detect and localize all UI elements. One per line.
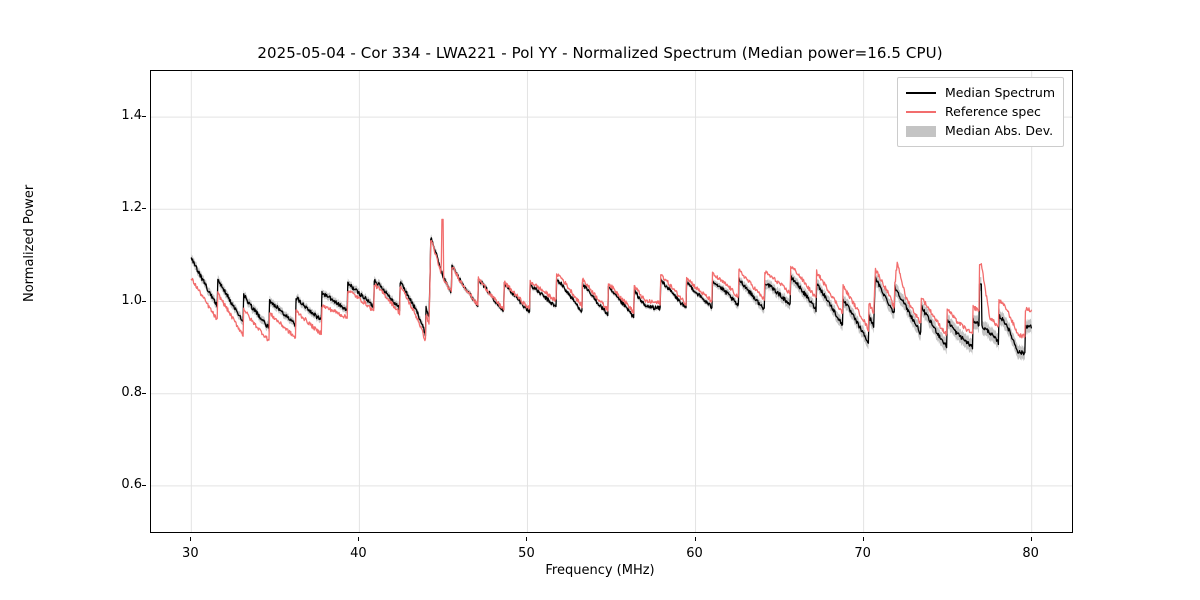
x-tick-mark	[358, 537, 360, 541]
x-tick-mark	[862, 537, 864, 541]
legend-patch-icon	[906, 124, 936, 138]
median-spectrum-line	[190, 237, 1032, 356]
legend-swatch	[906, 110, 936, 113]
legend-swatch	[906, 125, 936, 137]
x-tick-label: 60	[686, 546, 703, 561]
legend-entry[interactable]: Median Abs. Dev.	[906, 121, 1055, 140]
x-tick-mark	[694, 537, 696, 541]
x-tick-mark	[190, 537, 192, 541]
x-tick-label: 80	[1022, 546, 1039, 561]
legend-label: Reference spec	[945, 104, 1041, 119]
x-tick-label: 50	[518, 546, 535, 561]
chart-legend: Median Spectrum Reference spec Median Abs.…	[897, 77, 1065, 147]
y-tick-label: 0.6	[121, 476, 142, 492]
x-axis-label: Frequency (MHz)	[545, 563, 655, 578]
gridlines	[151, 71, 1072, 532]
legend-label: Median Abs. Dev.	[945, 123, 1054, 138]
chart-title: 2025-05-04 - Cor 334 - LWA221 - Pol YY -…	[257, 44, 943, 62]
y-tick-mark	[142, 484, 146, 486]
y-tick-label: 1.2	[121, 200, 142, 216]
x-axis-tick-labels: 30 40 50 60 70 80	[150, 537, 1073, 561]
legend-entry[interactable]: Median Spectrum	[906, 83, 1055, 102]
legend-swatch	[906, 91, 936, 94]
legend-line-icon	[906, 86, 936, 100]
y-tick-mark	[142, 116, 146, 118]
y-tick-label: 1.0	[121, 292, 142, 308]
x-tick-mark	[526, 537, 528, 541]
spectrum-plot-svg	[151, 71, 1072, 532]
y-tick-label: 0.8	[121, 384, 142, 400]
y-tick-mark	[142, 208, 146, 210]
legend-label: Median Spectrum	[945, 85, 1056, 100]
y-axis-label: Normalized Power	[22, 184, 37, 302]
x-tick-label: 70	[854, 546, 871, 561]
reference-spec-line	[190, 218, 1032, 342]
x-tick-mark	[1030, 537, 1032, 541]
plot-area	[150, 70, 1073, 533]
x-tick-label: 30	[182, 546, 199, 561]
y-tick-label: 1.4	[121, 108, 142, 124]
legend-line-icon	[906, 105, 936, 119]
legend-entry[interactable]: Reference spec	[906, 102, 1055, 121]
y-tick-mark	[142, 392, 146, 394]
y-tick-mark	[142, 300, 146, 302]
x-tick-label: 40	[350, 546, 367, 561]
y-axis-tick-labels: 0.6 0.8 1.0 1.2 1.4	[98, 70, 146, 533]
